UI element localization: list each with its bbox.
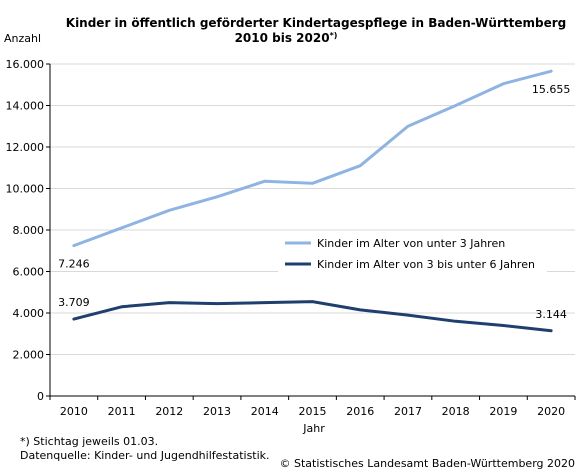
axes xyxy=(49,64,575,397)
series-line-0 xyxy=(72,69,553,248)
legend-label-3to6: Kinder im Alter von 3 bis unter 6 Jahren xyxy=(317,258,535,271)
chart-title-line2: 2010 bis 2020*) xyxy=(235,31,338,45)
x-axis-ticks: 2010 2011 2012 2013 2014 2015 2016 2017 2018 2019… xyxy=(49,396,576,418)
y-tick-label: 2.000 xyxy=(13,349,45,362)
x-tick-label: 2017 xyxy=(394,405,422,418)
data-label: 15.655 xyxy=(532,83,571,96)
y-tick-label: 4.000 xyxy=(13,307,45,320)
x-tick-label: 2010 xyxy=(60,405,88,418)
legend: Kinder im Alter von unter 3 Jahren Kinde… xyxy=(278,233,547,275)
legend-box xyxy=(278,233,547,275)
x-tick-label: 2019 xyxy=(489,405,517,418)
chart-title-footnote-marker: *) xyxy=(330,31,338,40)
data-label: 3.144 xyxy=(535,308,567,321)
y-tick-label: 12.000 xyxy=(6,141,45,154)
x-tick-label: 2018 xyxy=(442,405,470,418)
x-tick-label: 2020 xyxy=(537,405,565,418)
series-line-1 xyxy=(72,300,553,333)
y-axis-ticks: 0 2.000 4.000 6.000 8.000 10.000 12.000 14.000 1… xyxy=(6,58,50,403)
data-labels: 7.246 15.655 3.709 3.144 xyxy=(58,83,570,321)
data-label: 3.709 xyxy=(58,296,90,309)
x-tick-label: 2015 xyxy=(299,405,327,418)
x-tick-label: 2014 xyxy=(251,405,279,418)
y-tick-label: 6.000 xyxy=(13,266,45,279)
series-lines xyxy=(72,69,553,333)
y-tick-label: 8.000 xyxy=(13,224,45,237)
y-tick-label: 0 xyxy=(37,390,44,403)
x-tick-label: 2016 xyxy=(346,405,374,418)
legend-label-under3: Kinder im Alter von unter 3 Jahren xyxy=(317,237,505,250)
x-tick-label: 2013 xyxy=(203,405,231,418)
copyright-notice: © Statistisches Landesamt Baden-Württemb… xyxy=(279,457,575,470)
chart-title-line1: Kinder in öffentlich geförderter Kindert… xyxy=(66,16,566,30)
chart-title-years: 2010 bis 2020 xyxy=(235,31,330,45)
y-tick-label: 16.000 xyxy=(6,58,45,71)
y-axis-label: Anzahl xyxy=(4,32,41,45)
footnote-stichtag: *) Stichtag jeweils 01.03. xyxy=(20,435,158,448)
data-label: 7.246 xyxy=(58,258,90,271)
x-axis-label: Jahr xyxy=(302,422,325,435)
y-tick-label: 14.000 xyxy=(6,100,45,113)
x-tick-label: 2011 xyxy=(108,405,136,418)
data-source: Datenquelle: Kinder- und Jugendhilfestat… xyxy=(20,449,270,462)
y-tick-label: 10.000 xyxy=(6,183,45,196)
x-tick-label: 2012 xyxy=(155,405,183,418)
grid-lines xyxy=(50,63,575,355)
